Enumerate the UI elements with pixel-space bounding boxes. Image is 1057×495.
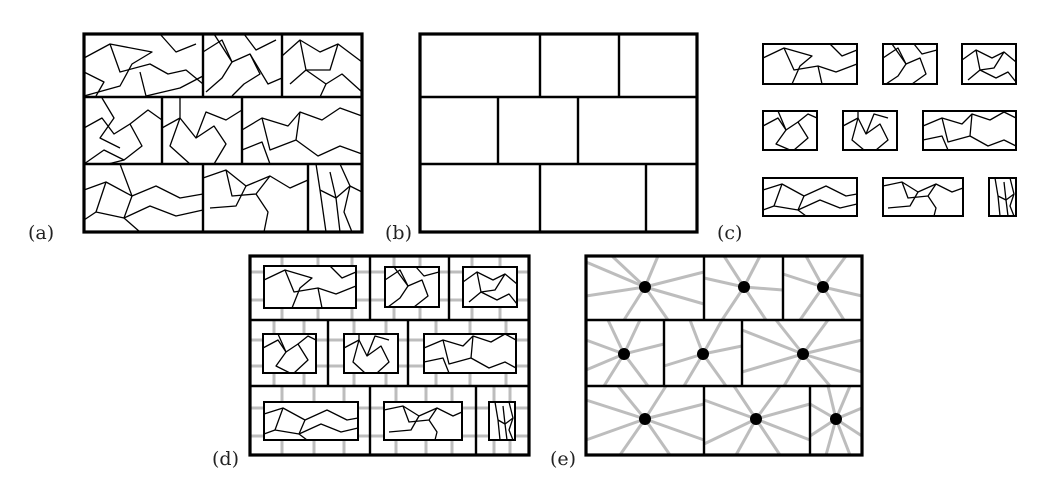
panel-c: (c): [717, 43, 1017, 244]
piece-d7: [263, 401, 359, 441]
centroid-dot: [697, 348, 709, 360]
centroid-dot: [738, 281, 750, 293]
panel-e-frame: [584, 254, 864, 457]
panel-b: (b): [385, 32, 699, 244]
panel-b-label: (b): [385, 222, 412, 244]
panel-e-label: (e): [550, 448, 576, 470]
piece-d8: [383, 401, 463, 441]
piece-c8: [882, 177, 964, 217]
piece-d3: [462, 266, 518, 308]
piece-c9: [988, 177, 1017, 217]
piece-d5: [343, 333, 399, 374]
piece-c1: [762, 43, 858, 85]
panel-d-frame: [248, 254, 531, 457]
piece-c7: [762, 177, 858, 217]
piece-d2: [384, 266, 440, 308]
centroid-dot: [618, 348, 630, 360]
piece-c4: [762, 110, 818, 151]
panel-e-cells: [586, 256, 862, 455]
centroid-dot: [639, 281, 651, 293]
panel-d-cells: [250, 256, 529, 455]
panel-b-frame: [418, 32, 699, 234]
panel-a-frame: [82, 32, 364, 234]
centroid-dot: [750, 413, 762, 425]
panel-e-centroids: [618, 281, 842, 425]
panel-b-cells: [420, 34, 697, 232]
panel-d-label: (d): [212, 448, 239, 470]
panel-c-label: (c): [717, 222, 742, 244]
piece-c6: [922, 110, 1017, 151]
centroid-dot: [639, 413, 651, 425]
panel-e: (e): [550, 254, 864, 470]
centroid-dot: [830, 413, 842, 425]
panel-a: (a): [28, 32, 364, 244]
piece-c3: [961, 43, 1017, 85]
piece-c2: [882, 43, 938, 85]
panel-a-cracks: [83, 33, 363, 233]
panel-a-label: (a): [28, 222, 54, 244]
piece-c5: [842, 110, 898, 151]
piece-d4: [262, 333, 317, 374]
piece-d1: [263, 265, 357, 309]
piece-d6: [423, 333, 517, 374]
panel-d: (d): [212, 254, 531, 470]
centroid-dot: [817, 281, 829, 293]
panel-e-rays: [585, 254, 863, 456]
panel-a-cells: [84, 34, 362, 232]
piece-d9: [488, 401, 516, 441]
centroid-dot: [797, 348, 809, 360]
